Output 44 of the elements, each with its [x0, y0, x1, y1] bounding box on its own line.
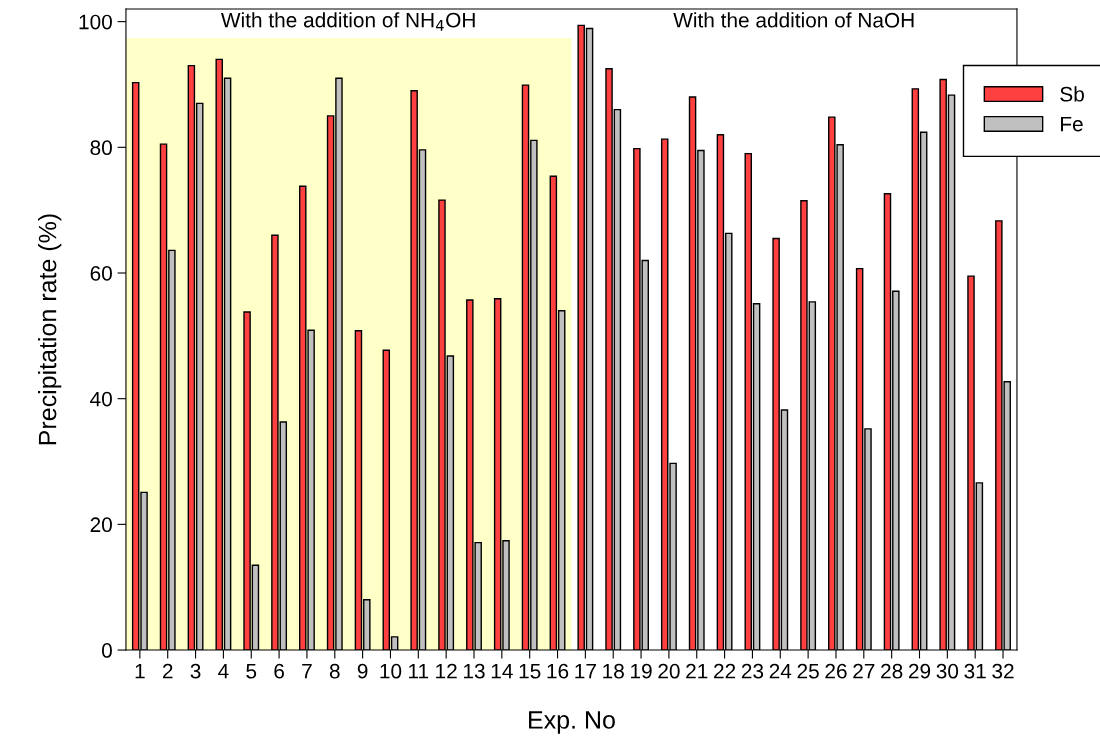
- x-tick-label: 19: [631, 663, 652, 679]
- annotation: With the addition of NaOH: [673, 12, 914, 28]
- x-tick-label: 26: [825, 663, 847, 679]
- x-tick-label: 10: [380, 663, 402, 679]
- x-tick-label: 1: [135, 664, 145, 679]
- legend-label: Fe: [1061, 116, 1083, 132]
- x-tick-label: 16: [547, 663, 569, 679]
- y-tick-label: 100: [79, 14, 112, 30]
- x-tick-label: 22: [714, 663, 736, 679]
- x-tick-label: 21: [686, 663, 708, 679]
- x-tick-label: 18: [603, 663, 624, 679]
- x-tick-label: 3: [190, 663, 201, 679]
- legend-label: Sb: [1060, 86, 1084, 102]
- x-tick-label: 13: [464, 663, 485, 679]
- x-tick-label: 24: [769, 663, 792, 679]
- x-tick-label: 25: [797, 663, 819, 679]
- y-tick-label: 80: [90, 140, 112, 156]
- x-tick-label: 11: [409, 664, 429, 679]
- x-tick-label: 14: [491, 664, 513, 679]
- x-tick-label: 31: [964, 663, 986, 679]
- x-tick-label: 30: [936, 663, 959, 679]
- x-tick-label: 4: [218, 664, 229, 679]
- x-tick-label: 9: [357, 663, 368, 679]
- x-tick-label: 8: [329, 663, 340, 679]
- y-tick-label: 20: [90, 517, 112, 533]
- y-axis-title: Precipitation rate (%): [38, 214, 62, 445]
- x-tick-label: 29: [908, 663, 931, 679]
- x-tick-label: 20: [658, 663, 680, 679]
- x-tick-label: 12: [436, 663, 457, 679]
- x-tick-label: 7: [302, 664, 312, 679]
- x-tick-label: 28: [881, 663, 903, 679]
- band-label: With the addition of NH$_{4}$OH: [220, 12, 475, 31]
- y-tick-label: 0: [101, 643, 112, 658]
- x-tick-label: 6: [274, 663, 284, 679]
- x-tick-label: 2: [162, 663, 173, 679]
- x-tick-label: 15: [519, 664, 541, 679]
- x-tick-label: 32: [992, 663, 1014, 679]
- x-tick-label: 17: [575, 664, 596, 679]
- x-axis-title: Exp. No: [529, 711, 615, 734]
- x-tick-label: 23: [741, 663, 764, 679]
- x-tick-label: 27: [853, 663, 875, 679]
- y-tick-label: 60: [90, 266, 112, 281]
- y-tick-label: 40: [90, 391, 112, 407]
- x-tick-label: 5: [246, 664, 257, 679]
